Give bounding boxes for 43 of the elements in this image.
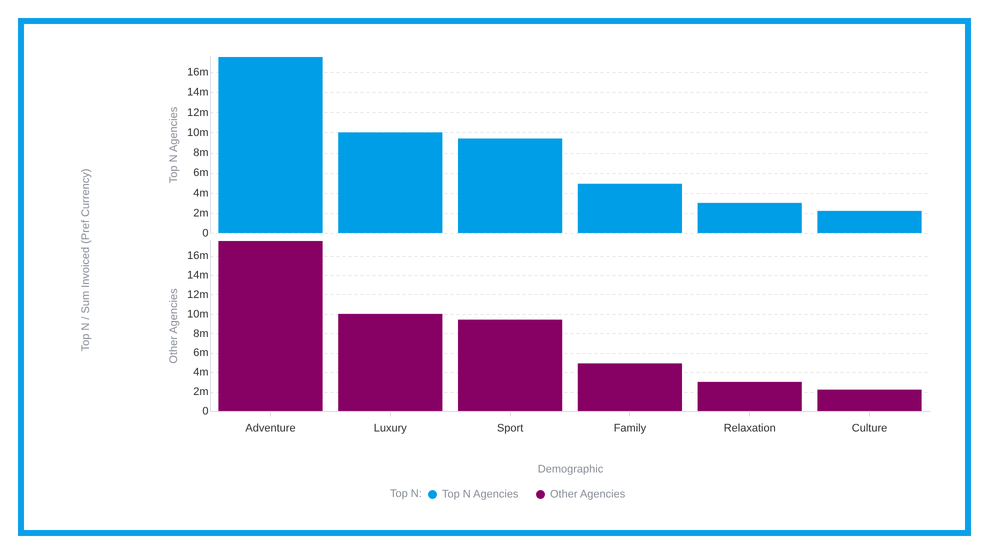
legend-label: Top N Agencies xyxy=(442,488,519,500)
y-tick-label: 4m xyxy=(193,366,208,379)
x-tick-label: Adventure xyxy=(245,422,296,434)
x-axis-title: Demographic xyxy=(538,464,604,476)
y-axis-title: Top N / Sum Invoiced (Pref Currency) xyxy=(80,168,92,352)
bar xyxy=(218,57,323,233)
legend-title: Top N: xyxy=(390,488,422,500)
bar xyxy=(817,390,922,411)
y-tick-label: 14m xyxy=(187,269,208,282)
y-tick-label: 8m xyxy=(193,328,208,340)
bar xyxy=(698,202,802,233)
y-tick-label: 8m xyxy=(193,147,208,160)
y-tick-label: 14m xyxy=(187,86,208,99)
bar xyxy=(458,320,562,411)
bar xyxy=(458,138,562,233)
y-tick-label: 6m xyxy=(193,167,208,180)
x-tick-label: Culture xyxy=(852,422,888,434)
x-tick-label: Luxury xyxy=(374,422,408,434)
y-tick-label: 0 xyxy=(202,406,208,418)
y-tick-label: 16m xyxy=(187,66,208,79)
bar xyxy=(578,184,682,233)
x-tick-label: Family xyxy=(614,422,647,434)
y-tick-label: 10m xyxy=(187,126,208,139)
y-tick-label: 2m xyxy=(193,207,208,220)
bar xyxy=(218,240,323,411)
y-tick-label: 4m xyxy=(193,187,208,200)
y-tick-label: 12m xyxy=(187,106,208,119)
y-tick-label: 2m xyxy=(193,386,208,398)
bar xyxy=(578,363,682,411)
text: Top N Agencies xyxy=(168,106,180,184)
bar xyxy=(338,132,442,233)
x-tick-label: Sport xyxy=(496,422,524,434)
bar xyxy=(817,210,922,233)
y-tick-label: 6m xyxy=(193,347,208,360)
bar xyxy=(698,382,802,411)
x-tick-label: Relaxation xyxy=(724,422,776,434)
y-tick-label: 0 xyxy=(202,228,208,240)
text: Other Agencies xyxy=(168,288,180,364)
bar xyxy=(338,314,442,411)
y-tick-label: 16m xyxy=(187,250,208,262)
legend-label: Other Agencies xyxy=(550,488,626,500)
y-tick-label: 10m xyxy=(187,308,208,320)
y-tick-label: 12m xyxy=(187,288,208,301)
